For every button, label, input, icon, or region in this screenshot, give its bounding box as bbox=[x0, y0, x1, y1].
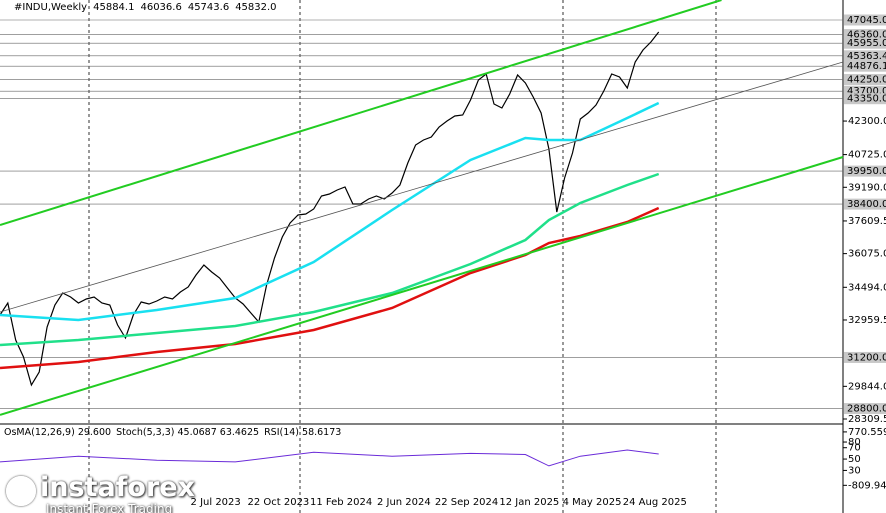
level-label-box bbox=[844, 74, 886, 86]
y-tick-label: 40725.0 bbox=[848, 150, 886, 161]
level-label-box bbox=[844, 50, 886, 62]
level-label: 39950.0 bbox=[847, 166, 886, 177]
low: 45743.6 bbox=[187, 2, 230, 13]
rsi-label: RSI(14) 58.6173 bbox=[264, 427, 342, 438]
chart-header: #INDU,Weekly 45884.1 46036.6 45743.6 45832.0 bbox=[14, 2, 283, 13]
level-label: 44876.1 bbox=[847, 61, 886, 72]
level-label: 43350.0 bbox=[847, 94, 886, 105]
level-label-box bbox=[844, 85, 886, 97]
level-label-box bbox=[844, 29, 886, 41]
y-tick-label: 34494.0 bbox=[848, 282, 886, 293]
logo-icon bbox=[6, 476, 36, 506]
watermark: instaforex Instant Forex Trading bbox=[6, 474, 195, 513]
series-line bbox=[0, 172, 660, 347]
level-label-box bbox=[844, 93, 886, 105]
x-tick-label: 24 Aug 2025 bbox=[623, 497, 687, 508]
level-label-box bbox=[844, 198, 886, 210]
series-line bbox=[0, 156, 844, 416]
close: 45832.0 bbox=[235, 2, 277, 13]
y2-tick-label: -809.947 bbox=[848, 480, 886, 491]
session-separators bbox=[88, 0, 717, 513]
x-tick-label: 11 Feb 2024 bbox=[310, 497, 372, 508]
x-tick-label: 12 Jan 2025 bbox=[499, 497, 559, 508]
open: 45884.1 bbox=[93, 2, 135, 13]
series-line bbox=[0, 206, 660, 370]
level-label-box bbox=[844, 37, 886, 49]
level-label-box bbox=[844, 165, 886, 177]
tagline: Instant Forex Trading bbox=[46, 502, 173, 513]
y2-tick-label: 770.559 bbox=[848, 427, 886, 438]
level-label: 28800.0 bbox=[847, 404, 886, 415]
series-line bbox=[0, 61, 844, 313]
y-tick-label: 39190.0 bbox=[848, 182, 886, 193]
y-tick-label: 28309.5 bbox=[848, 414, 886, 425]
high: 46036.6 bbox=[140, 2, 182, 13]
brand: instaforex bbox=[40, 472, 196, 503]
osma-label: OsMA(12,26,9) 29.600 bbox=[4, 427, 112, 438]
x-tick-label: 2 Jul 2023 bbox=[191, 497, 241, 508]
level-label: 43700.0 bbox=[847, 86, 886, 97]
level-label-box bbox=[844, 403, 886, 415]
level-label: 44250.0 bbox=[847, 75, 886, 86]
level-label: 45955.0 bbox=[847, 38, 886, 49]
series-line bbox=[0, 449, 659, 467]
y-tick-label: 50 bbox=[848, 454, 861, 465]
symbol: #INDU,Weekly bbox=[14, 2, 88, 13]
stoch-label: Stoch(5,3,3) 45.0687 63.4625 bbox=[116, 427, 260, 438]
x-tick-label: 22 Sep 2024 bbox=[435, 497, 498, 508]
level-label-box bbox=[844, 60, 886, 72]
x-tick-label: 4 May 2025 bbox=[563, 497, 622, 508]
y-tick-label: 42300.0 bbox=[848, 116, 886, 127]
y-tick-label: 29844.0 bbox=[848, 381, 886, 392]
level-label-box bbox=[844, 351, 886, 363]
level-label-box bbox=[844, 14, 886, 26]
y-tick-label: 37609.5 bbox=[848, 216, 886, 227]
series-line bbox=[0, 31, 660, 387]
level-label: 45363.4 bbox=[847, 51, 886, 62]
indicator-header: OsMA(12,26,9) 29.600 Stoch(5,3,3) 45.0687… bbox=[4, 427, 346, 438]
y-tick-label: 36075.0 bbox=[848, 249, 886, 260]
x-tick-label: 22 Oct 2023 bbox=[247, 497, 309, 508]
y-tick-label: 70 bbox=[848, 443, 861, 454]
y-tick-label: 32959.5 bbox=[848, 315, 886, 326]
level-label: 31200.0 bbox=[847, 352, 886, 363]
level-label: 47045.0 bbox=[847, 15, 886, 26]
level-label: 38400.0 bbox=[847, 199, 886, 210]
level-label: 46360.0 bbox=[847, 30, 886, 41]
series-line bbox=[0, 0, 722, 226]
x-tick-label: 2 Jun 2024 bbox=[377, 497, 431, 508]
y-tick-label: 30 bbox=[848, 465, 861, 476]
series-line bbox=[0, 101, 660, 322]
y-tick-label: 80 bbox=[848, 437, 861, 448]
